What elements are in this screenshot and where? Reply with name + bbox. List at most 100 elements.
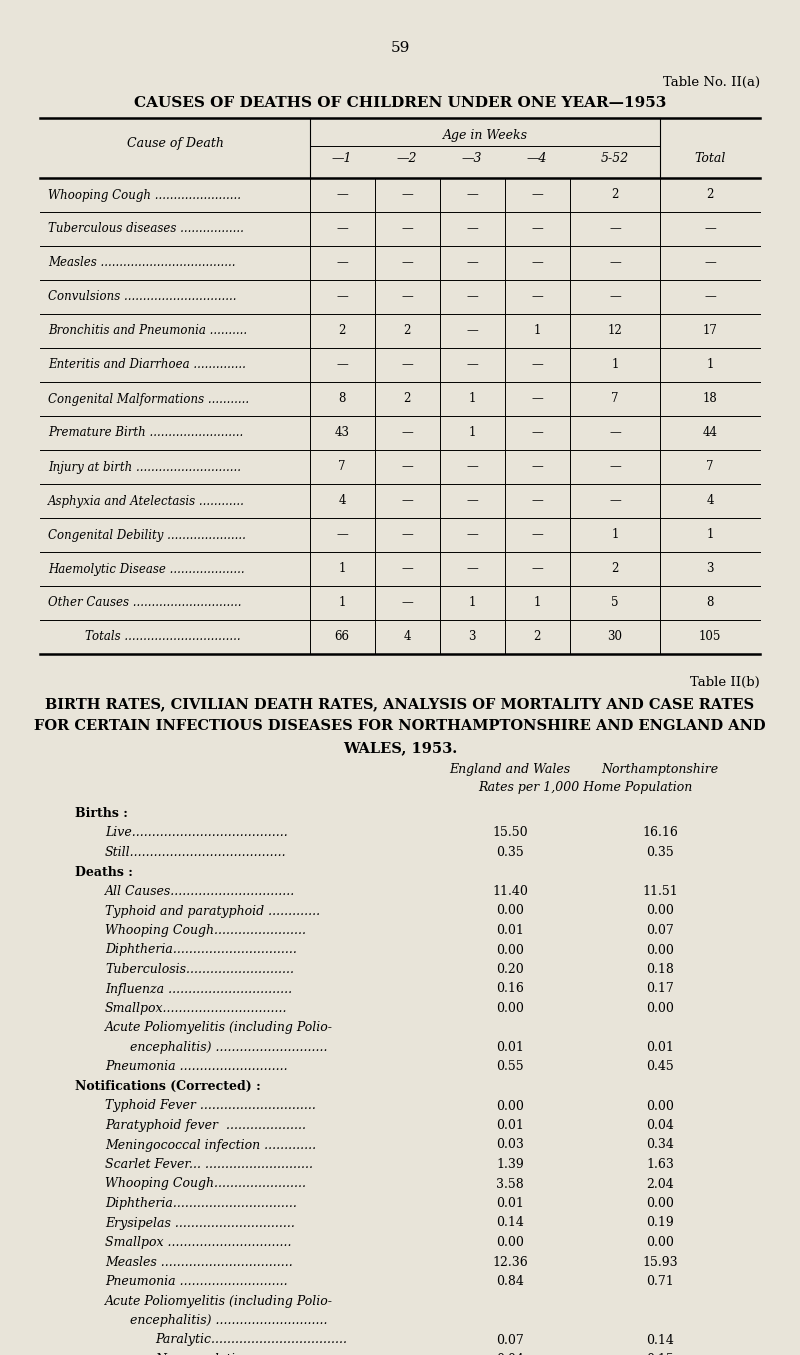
Text: 12.36: 12.36 [492,1256,528,1268]
Text: 15.93: 15.93 [642,1256,678,1268]
Text: 0.00: 0.00 [496,1099,524,1112]
Text: 0.01: 0.01 [496,1119,524,1131]
Text: 0.04: 0.04 [496,1354,524,1355]
Text: 0.15: 0.15 [646,1354,674,1355]
Text: —: — [401,188,413,202]
Text: —: — [531,495,543,508]
Text: 4: 4 [403,630,410,644]
Text: 0.01: 0.01 [496,1196,524,1210]
Text: 0.14: 0.14 [646,1333,674,1347]
Text: 7: 7 [338,461,346,473]
Text: 0.35: 0.35 [646,846,674,859]
Text: 3.58: 3.58 [496,1177,524,1191]
Text: Paratyphoid fever  ....................: Paratyphoid fever .................... [105,1119,306,1131]
Text: —: — [531,393,543,405]
Text: 1: 1 [338,596,346,610]
Text: 0.45: 0.45 [646,1061,674,1073]
Text: 18: 18 [702,393,718,405]
Text: 0.00: 0.00 [646,943,674,957]
Text: Table No. II(a): Table No. II(a) [663,76,760,88]
Text: —: — [401,461,413,473]
Text: Acute Poliomyelitis (including Polio-: Acute Poliomyelitis (including Polio- [105,1022,333,1034]
Text: 0.20: 0.20 [496,963,524,976]
Text: 12: 12 [608,324,622,337]
Text: 1.63: 1.63 [646,1159,674,1171]
Text: 5: 5 [611,596,618,610]
Text: 0.00: 0.00 [646,905,674,917]
Text: 0.35: 0.35 [496,846,524,859]
Text: 0.03: 0.03 [496,1138,524,1152]
Text: —: — [609,290,621,304]
Text: Live.......................................: Live....................................… [105,827,288,840]
Text: 0.18: 0.18 [646,963,674,976]
Text: 1: 1 [338,562,346,576]
Text: —: — [401,427,413,439]
Text: 0.00: 0.00 [646,1099,674,1112]
Text: Congenital Debility .....................: Congenital Debility ....................… [48,528,246,542]
Text: —: — [531,359,543,371]
Text: All Causes...............................: All Causes..............................… [105,885,295,898]
Text: —: — [401,562,413,576]
Text: 1: 1 [534,596,541,610]
Text: Scarlet Fever... ...........................: Scarlet Fever... .......................… [105,1159,313,1171]
Text: 8: 8 [706,596,714,610]
Text: Smallpox ...............................: Smallpox ............................... [105,1236,291,1249]
Text: —: — [336,188,348,202]
Text: 1.39: 1.39 [496,1159,524,1171]
Text: 1: 1 [611,359,618,371]
Text: —1: —1 [332,152,352,164]
Text: 0.16: 0.16 [496,982,524,996]
Text: Total: Total [694,152,726,164]
Text: —: — [704,222,716,236]
Text: —: — [401,256,413,270]
Text: Births :: Births : [75,808,128,820]
Text: WALES, 1953.: WALES, 1953. [343,741,457,755]
Text: —: — [466,222,478,236]
Text: —: — [466,562,478,576]
Text: —: — [466,256,478,270]
Text: England and Wales: England and Wales [450,763,570,775]
Text: 1: 1 [611,528,618,542]
Text: —: — [401,290,413,304]
Text: 2: 2 [534,630,541,644]
Text: Haemolytic Disease ....................: Haemolytic Disease .................... [48,562,245,576]
Text: —: — [609,461,621,473]
Text: —: — [704,256,716,270]
Text: 0.55: 0.55 [496,1061,524,1073]
Text: Injury at birth ............................: Injury at birth ........................… [48,461,241,473]
Text: —: — [531,222,543,236]
Text: 59: 59 [390,41,410,56]
Text: —: — [466,290,478,304]
Text: 0.00: 0.00 [496,1236,524,1249]
Text: 2: 2 [403,393,410,405]
Text: Cause of Death: Cause of Death [126,137,223,150]
Text: encephalitis) ............................: encephalitis) ..........................… [130,1041,327,1054]
Text: 1: 1 [706,528,714,542]
Text: BIRTH RATES, CIVILIAN DEATH RATES, ANALYSIS OF MORTALITY AND CASE RATES: BIRTH RATES, CIVILIAN DEATH RATES, ANALY… [46,696,754,711]
Text: CAUSES OF DEATHS OF CHILDREN UNDER ONE YEAR—1953: CAUSES OF DEATHS OF CHILDREN UNDER ONE Y… [134,96,666,110]
Text: —4: —4 [526,152,547,164]
Text: 0.00: 0.00 [646,1001,674,1015]
Text: —: — [401,596,413,610]
Text: Whooping Cough .......................: Whooping Cough ....................... [48,188,241,202]
Text: Diphtheria...............................: Diphtheria..............................… [105,943,297,957]
Text: —: — [531,528,543,542]
Text: FOR CERTAIN INFECTIOUS DISEASES FOR NORTHAMPTONSHIRE AND ENGLAND AND: FOR CERTAIN INFECTIOUS DISEASES FOR NORT… [34,720,766,733]
Text: 5-52: 5-52 [601,152,629,164]
Text: 30: 30 [607,630,622,644]
Text: —: — [466,528,478,542]
Text: Erysipelas ..............................: Erysipelas .............................… [105,1217,295,1229]
Text: —: — [466,324,478,337]
Text: 0.01: 0.01 [496,1041,524,1054]
Text: 66: 66 [334,630,350,644]
Text: Notifications (Corrected) :: Notifications (Corrected) : [75,1080,261,1093]
Text: 16.16: 16.16 [642,827,678,840]
Text: —: — [336,290,348,304]
Text: Tuberculous diseases .................: Tuberculous diseases ................. [48,222,244,236]
Text: —: — [336,256,348,270]
Text: —: — [609,427,621,439]
Text: Whooping Cough.......................: Whooping Cough....................... [105,1177,306,1191]
Text: Premature Birth .........................: Premature Birth ........................… [48,427,243,439]
Text: —: — [401,359,413,371]
Text: 17: 17 [702,324,718,337]
